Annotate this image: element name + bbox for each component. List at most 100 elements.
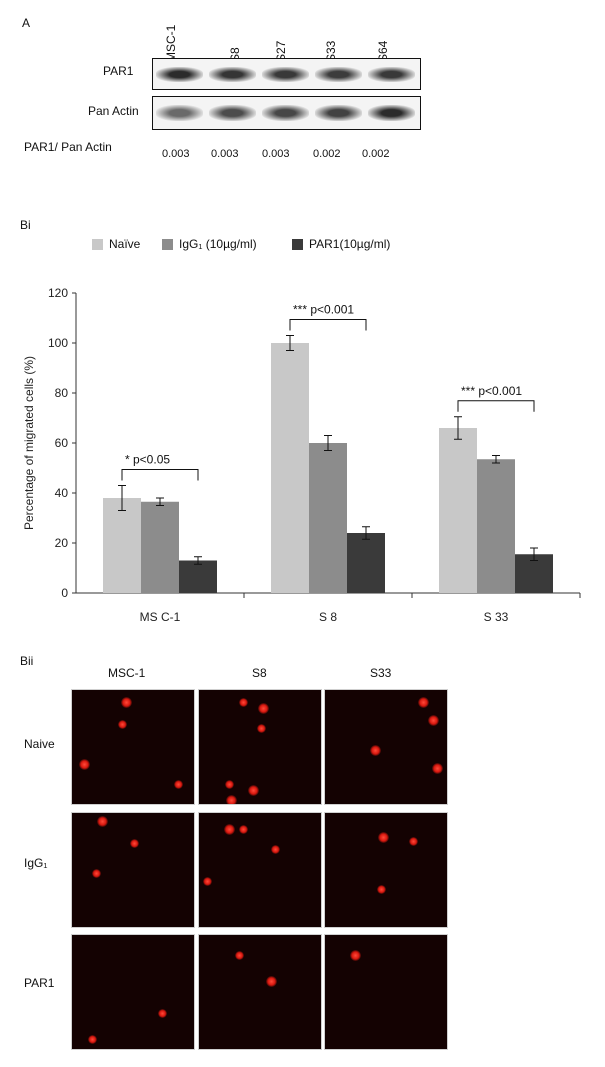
fluorescent-cell — [87, 1034, 97, 1044]
legend-item-naive: Naïve — [92, 237, 140, 251]
legend-swatch-par1 — [292, 238, 303, 250]
micrograph-naive-msc1 — [71, 689, 195, 805]
fluorescent-cell — [238, 824, 248, 834]
panel-a-letter: A — [22, 16, 31, 30]
fluorescent-cell — [349, 949, 361, 961]
wb-band — [315, 105, 362, 121]
panel-bi-letter: Bi — [20, 218, 31, 232]
fluorescent-cell — [91, 868, 101, 878]
x-category-label: MS C-1 — [140, 610, 181, 624]
legend-label-naive: Naïve — [109, 237, 141, 251]
fluorescent-cell — [117, 719, 127, 729]
bar — [271, 343, 309, 593]
fluorescent-cell — [225, 794, 237, 804]
wb-band — [209, 105, 256, 121]
y-tick-label: 40 — [55, 486, 69, 500]
micrograph-igg-s8 — [198, 812, 322, 928]
wb-band — [368, 105, 415, 121]
fluorescent-cell — [238, 697, 248, 707]
wb-blot-pan-actin — [152, 96, 421, 130]
micrograph-naive-s8 — [198, 689, 322, 805]
legend-swatch-naive — [92, 238, 103, 250]
significance-bracket — [457, 400, 535, 412]
fluorescent-cell — [376, 884, 386, 894]
micro-column-label-msc1: MSC-1 — [108, 666, 146, 680]
bar — [141, 501, 179, 593]
wb-ratio-s33: 0.002 — [313, 148, 341, 160]
bar — [477, 459, 515, 593]
x-category-label: S 8 — [319, 610, 337, 624]
micrograph-naive-s33 — [324, 689, 448, 805]
fluorescent-cell — [270, 844, 280, 854]
x-category-label: S 33 — [484, 610, 509, 624]
bar — [439, 428, 477, 593]
significance-bracket — [289, 319, 367, 331]
fluorescent-cell — [234, 950, 244, 960]
wb-ratio-s8: 0.003 — [211, 148, 239, 160]
bar — [179, 560, 217, 593]
wb-ratio-label: PAR1/ Pan Actin — [24, 140, 112, 154]
wb-band — [262, 66, 309, 82]
legend-item-par1: PAR1(10µg/ml) — [292, 237, 390, 251]
bar-chart: 0 20 40 60 80 100 120 Percentage of migrated ce… — [22, 286, 581, 624]
micro-row-label-naive: Naive — [24, 737, 55, 751]
wb-row-label-par1: PAR1 — [103, 64, 134, 78]
fluorescent-cell — [78, 758, 90, 770]
significance-label: *** p<0.001 — [293, 303, 354, 317]
micrograph-igg-s33 — [324, 812, 448, 928]
y-tick-label: 80 — [55, 386, 69, 400]
fluorescent-cell — [157, 1008, 167, 1018]
fluorescent-cell — [96, 815, 108, 827]
wb-band — [368, 66, 415, 82]
micrograph-igg-msc1 — [71, 812, 195, 928]
y-axis-title: Percentage of migrated cells (%) — [22, 356, 36, 530]
y-tick-label: 0 — [61, 586, 68, 600]
micrograph-par1-s33 — [324, 934, 448, 1050]
fluorescent-cell — [377, 831, 389, 843]
y-tick-label: 120 — [48, 286, 68, 300]
fluorescent-cell — [256, 723, 266, 733]
fluorescent-cell — [247, 784, 259, 796]
legend-item-igg1: IgG₁ (10µg/ml) — [162, 237, 257, 251]
legend-label-igg1: IgG₁ (10µg/ml) — [179, 237, 257, 251]
fluorescent-cell — [427, 714, 439, 726]
wb-band — [315, 66, 362, 82]
wb-band — [209, 66, 256, 82]
fluorescent-cell — [129, 838, 139, 848]
wb-ratio-s27: 0.003 — [262, 148, 290, 160]
legend-label-par1: PAR1(10µg/ml) — [309, 237, 391, 251]
fluorescent-cell — [173, 779, 183, 789]
legend-swatch-igg1 — [162, 238, 173, 250]
fluorescent-cell — [417, 696, 429, 708]
micro-row-label-par1: PAR1 — [24, 976, 55, 990]
significance-label: *** p<0.001 — [461, 384, 522, 398]
wb-band — [156, 66, 203, 82]
fluorescent-cell — [369, 744, 381, 756]
significance-bracket — [121, 469, 199, 481]
y-tick-label: 20 — [55, 536, 69, 550]
wb-ratio-s64: 0.002 — [362, 148, 390, 160]
micrograph-par1-msc1 — [71, 934, 195, 1050]
wb-column-label-msc1: MSC-1 — [164, 24, 178, 62]
wb-band — [262, 105, 309, 121]
significance-label: * p<0.05 — [125, 453, 170, 467]
panel-bii-letter: Bii — [20, 654, 34, 668]
wb-row-label-pan-actin: Pan Actin — [88, 104, 139, 118]
fluorescent-cell — [202, 876, 212, 886]
fluorescent-cell — [265, 975, 277, 987]
bar — [347, 533, 385, 593]
fluorescent-cell — [224, 779, 234, 789]
fluorescent-cell — [408, 836, 418, 846]
micro-row-label-igg1: IgG₁ — [24, 856, 48, 870]
wb-ratio-msc1: 0.003 — [162, 148, 190, 160]
micro-column-label-s8: S8 — [252, 666, 267, 680]
y-tick-label: 60 — [55, 436, 69, 450]
wb-band — [156, 105, 203, 121]
bar — [103, 498, 141, 593]
fluorescent-cell — [223, 823, 235, 835]
y-tick-label: 100 — [48, 336, 68, 350]
wb-blot-par1 — [152, 58, 421, 90]
micrograph-par1-s8 — [198, 934, 322, 1050]
fluorescent-cell — [257, 702, 269, 714]
fluorescent-cell — [431, 762, 443, 774]
